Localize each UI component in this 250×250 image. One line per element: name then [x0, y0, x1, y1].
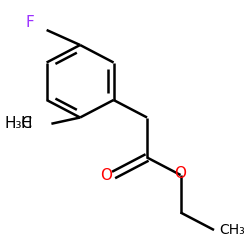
Text: O: O [100, 168, 112, 182]
Text: F: F [26, 15, 34, 30]
Text: CH₃: CH₃ [219, 223, 244, 237]
Text: H: H [21, 116, 32, 131]
Text: O: O [174, 166, 186, 181]
Text: H₃C: H₃C [5, 116, 33, 131]
